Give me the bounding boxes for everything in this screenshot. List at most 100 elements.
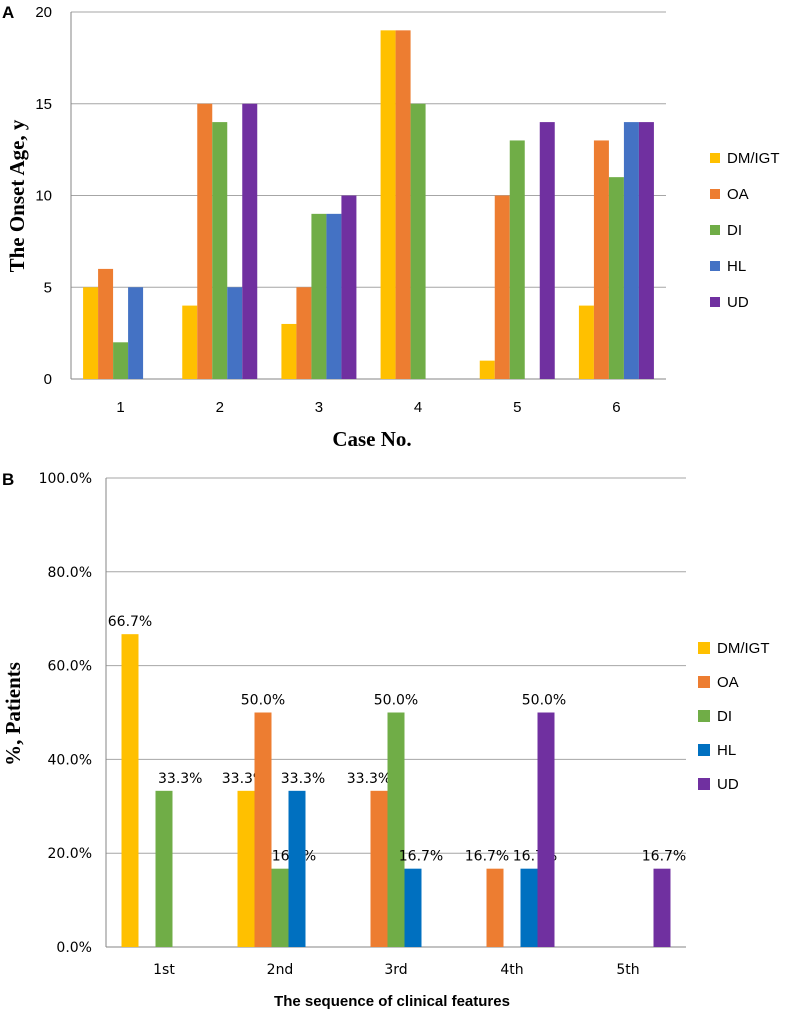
panel-b-bar-hl bbox=[288, 790, 306, 947]
panel-a-bar-oa bbox=[593, 140, 609, 379]
panel-b-bar-dm-igt bbox=[121, 634, 139, 947]
panel-a-ytick-label: 15 bbox=[35, 96, 52, 113]
panel-a-bar-dm-igt bbox=[83, 287, 99, 379]
panel-b-legend-swatch bbox=[698, 744, 710, 756]
panel-a-bar-ud bbox=[539, 122, 555, 379]
panel-b-data-label: 33.3% bbox=[281, 771, 325, 787]
panel-a-bar-oa bbox=[395, 30, 411, 379]
panel-b-xtick-label: 4th bbox=[500, 962, 523, 978]
panel-a-xtick-label: 4 bbox=[414, 399, 422, 416]
panel-b-data-label: 50.0% bbox=[374, 693, 418, 709]
panel-b-bar-di bbox=[155, 790, 173, 947]
panel-b-xtick-label: 2nd bbox=[267, 962, 294, 978]
panel-a-bar-hl bbox=[623, 122, 639, 379]
panel-a-bar-oa bbox=[296, 287, 312, 379]
panel-b-ytick-label: 100.0% bbox=[39, 471, 92, 487]
panel-b-legend-swatch bbox=[698, 778, 710, 790]
panel-b-data-label: 16.7% bbox=[399, 849, 443, 865]
panel-a-legend-label: DM/IGT bbox=[727, 150, 780, 167]
panel-a-bar-di bbox=[608, 177, 624, 379]
panel-b-ytick-label: 20.0% bbox=[48, 846, 92, 862]
panel-b-xtick-label: 3rd bbox=[384, 962, 407, 978]
panel-a-bar-ud bbox=[638, 122, 654, 379]
panel-a-bar-dm-igt bbox=[380, 30, 396, 379]
panel-a-xlabel: Case No. bbox=[332, 427, 411, 451]
panel-b-data-label: 33.3% bbox=[347, 771, 391, 787]
panel-b-bar-dm-igt bbox=[237, 790, 255, 947]
panel-a-ytick-label: 5 bbox=[44, 279, 52, 296]
panel-a-bar-oa bbox=[98, 268, 114, 379]
panel-a-ytick-label: 10 bbox=[35, 188, 52, 205]
panel-a-legend-swatch bbox=[710, 189, 720, 199]
panel-a-ylabel: The Onset Age, y bbox=[5, 119, 29, 272]
panel-a-bar-dm-igt bbox=[578, 305, 594, 379]
panel-a-xtick-label: 5 bbox=[513, 399, 521, 416]
panel-a-xtick-label: 1 bbox=[116, 399, 124, 416]
panel-a-bar-di bbox=[509, 140, 525, 379]
panel-b-bar-ud bbox=[537, 712, 555, 947]
panel-b-xlabel: The sequence of clinical features bbox=[274, 993, 510, 1010]
panel-b-bar-di bbox=[387, 712, 405, 947]
panel-a-bar-di bbox=[410, 103, 426, 379]
panel-a-bar-dm-igt bbox=[281, 323, 297, 379]
panel-a-bar-dm-igt bbox=[182, 305, 198, 379]
panel-a-bar-di bbox=[113, 342, 129, 379]
panel-b-ytick-label: 40.0% bbox=[48, 752, 92, 768]
panel-b-xtick-label: 5th bbox=[616, 962, 639, 978]
panel-b-ytick-label: 80.0% bbox=[48, 565, 92, 581]
panel-a-legend-swatch bbox=[710, 225, 720, 235]
panel-b-legend-label: DI bbox=[717, 708, 732, 725]
panel-b-data-label: 16.7% bbox=[465, 849, 509, 865]
panel-a-xtick-label: 6 bbox=[612, 399, 620, 416]
panel-a-bar-di bbox=[311, 213, 327, 379]
panel-a-bar-hl bbox=[227, 287, 243, 379]
panel-b-ylabel: %, Patients bbox=[1, 662, 25, 766]
panel-a-xtick-label: 3 bbox=[315, 399, 323, 416]
panel-b-legend-label: UD bbox=[717, 776, 739, 793]
panel-a-legend-swatch bbox=[710, 261, 720, 271]
panel-b-data-label: 16.7% bbox=[642, 849, 686, 865]
panel-a-bar-di bbox=[212, 122, 228, 379]
panel-a-bar-oa bbox=[494, 195, 510, 379]
panel-a-ytick-label: 0 bbox=[44, 371, 52, 388]
panel-b-ytick-label: 60.0% bbox=[48, 659, 92, 675]
panel-a-bar-dm-igt bbox=[479, 360, 495, 379]
panel-a-bar-ud bbox=[242, 103, 258, 379]
panel-b-data-label: 50.0% bbox=[241, 693, 285, 709]
panel-b-legend-swatch bbox=[698, 710, 710, 722]
panel-a-legend-label: OA bbox=[727, 186, 749, 203]
panel-b-bar-hl bbox=[520, 868, 538, 947]
panel-b-bar-hl bbox=[404, 868, 422, 947]
panel-a-bar-hl bbox=[128, 287, 144, 379]
panel-b-legend-label: DM/IGT bbox=[717, 640, 770, 657]
panel-b-plot: 0.0% 20.0% 40.0% 60.0% 80.0% 100.0% 1st 66.7% 33… bbox=[39, 471, 770, 978]
panel-a-bar-oa bbox=[197, 103, 213, 379]
panel-a-letter: A bbox=[2, 3, 14, 22]
panel-a-ytick-label: 20 bbox=[35, 4, 52, 21]
panel-a-xtick-label: 2 bbox=[216, 399, 224, 416]
panel-b-legend-label: OA bbox=[717, 674, 739, 691]
panel-b-bar-ud bbox=[653, 868, 671, 947]
panel-b-ytick-label: 0.0% bbox=[56, 940, 92, 956]
panel-b-bar-oa bbox=[370, 790, 388, 947]
panel-b-bar-di bbox=[271, 868, 289, 947]
panel-a-legend-label: DI bbox=[727, 222, 742, 239]
panel-b-bar-oa bbox=[486, 868, 504, 947]
panel-a-legend-label: HL bbox=[727, 258, 746, 275]
panel-b-legend-swatch bbox=[698, 642, 710, 654]
panel-a-legend-swatch bbox=[710, 297, 720, 307]
panel-b-xtick-label: 1st bbox=[153, 962, 175, 978]
panel-b-legend-label: HL bbox=[717, 742, 736, 759]
panel-a-legend-swatch bbox=[710, 153, 720, 163]
panel-a-legend-label: UD bbox=[727, 294, 749, 311]
panel-a-plot: 0 5 10 15 20 1 2 3 4 5 6 DM/IGT OA DI HL UD bbox=[35, 4, 779, 416]
panel-a-bar-ud bbox=[341, 195, 357, 379]
panel-b-bar-oa bbox=[254, 712, 272, 947]
panel-b-data-label: 50.0% bbox=[522, 693, 566, 709]
panel-b-data-label: 33.3% bbox=[158, 771, 202, 787]
panel-a-bar-hl bbox=[326, 213, 342, 379]
panel-b-data-label: 66.7% bbox=[108, 614, 152, 630]
panel-b-letter: B bbox=[2, 470, 14, 489]
panel-b-legend-swatch bbox=[698, 676, 710, 688]
